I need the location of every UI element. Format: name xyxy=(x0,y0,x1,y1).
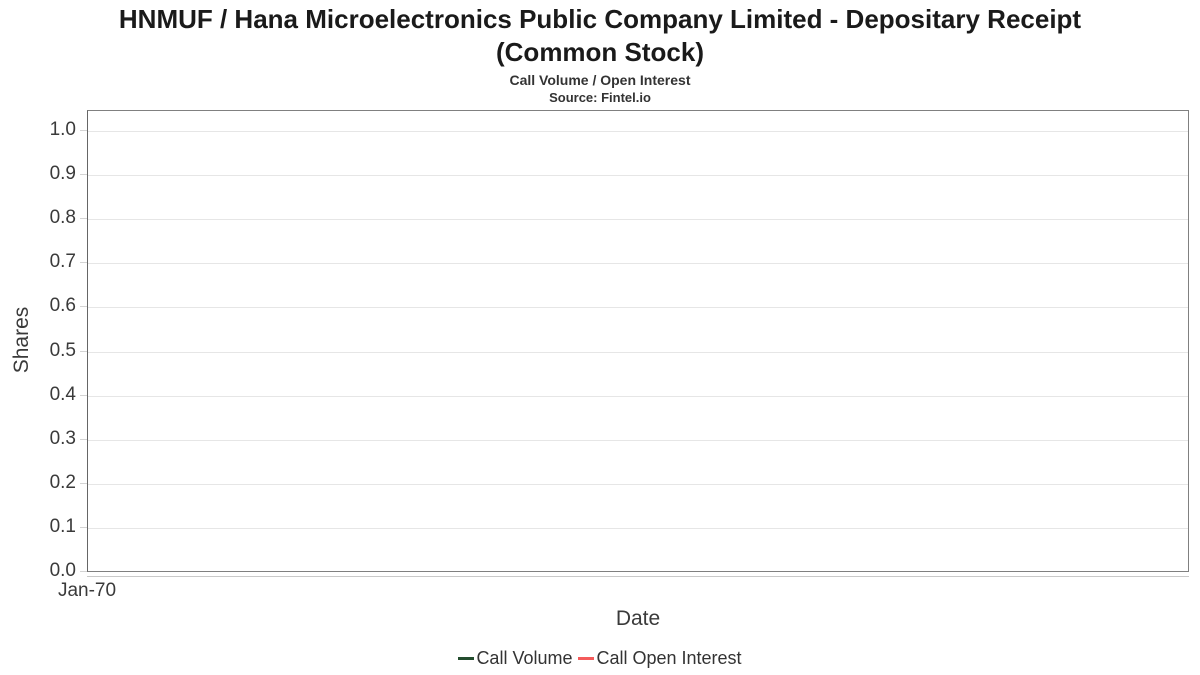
y-tick xyxy=(80,439,87,440)
x-axis-title: Date xyxy=(615,607,661,630)
plot-area xyxy=(87,110,1189,572)
chart-title-line1: HNMUF / Hana Microelectronics Public Com… xyxy=(118,4,1082,34)
gridline xyxy=(88,263,1188,264)
x-axis-line xyxy=(87,576,1189,577)
y-tick xyxy=(80,571,87,572)
gridline xyxy=(88,440,1188,441)
chart-subtitle: Call Volume / Open Interest xyxy=(509,72,691,88)
y-tick-label: 0.7 xyxy=(49,251,76,272)
y-tick-label: 0.4 xyxy=(49,384,76,405)
y-tick-label: 0.8 xyxy=(49,207,76,228)
gridline xyxy=(88,307,1188,308)
chart-title-line2: (Common Stock) xyxy=(496,37,704,67)
gridline xyxy=(88,484,1188,485)
y-tick-label: 0.9 xyxy=(49,163,76,184)
y-tick xyxy=(80,483,87,484)
y-tick xyxy=(80,130,87,131)
y-tick-label: 1.0 xyxy=(49,119,76,140)
gridline xyxy=(88,396,1188,397)
y-axis-title: Shares xyxy=(10,306,33,374)
x-tick-label: Jan-70 xyxy=(57,580,117,601)
gridline xyxy=(88,175,1188,176)
chart-source-credit: Source: Fintel.io xyxy=(549,90,651,105)
y-tick-label: 0.6 xyxy=(49,295,76,316)
y-tick xyxy=(80,174,87,175)
legend-item-call-volume[interactable]: Call Volume xyxy=(458,647,572,669)
y-tick xyxy=(80,306,87,307)
gridline xyxy=(88,352,1188,353)
legend-line-swatch-icon xyxy=(578,656,595,660)
gridline xyxy=(88,131,1188,132)
legend-item-call-open-interest[interactable]: Call Open Interest xyxy=(578,647,742,669)
y-tick xyxy=(80,527,87,528)
y-tick-label: 0.0 xyxy=(49,560,76,581)
y-tick-label: 0.5 xyxy=(49,340,76,361)
gridline xyxy=(88,219,1188,220)
y-tick-label: 0.2 xyxy=(49,472,76,493)
legend-label: Call Open Interest xyxy=(596,648,742,668)
y-tick-label: 0.1 xyxy=(49,516,76,537)
y-tick xyxy=(80,395,87,396)
chart-title: HNMUF / Hana Microelectronics Public Com… xyxy=(20,3,1180,69)
y-tick xyxy=(80,351,87,352)
gridline xyxy=(88,528,1188,529)
y-tick xyxy=(80,218,87,219)
chart-header: HNMUF / Hana Microelectronics Public Com… xyxy=(20,3,1180,106)
legend-line-swatch-icon xyxy=(458,656,475,660)
legend-label: Call Volume xyxy=(476,648,573,668)
y-tick-label: 0.3 xyxy=(49,428,76,449)
y-tick xyxy=(80,262,87,263)
legend: Call Volume Call Open Interest xyxy=(0,647,1200,669)
